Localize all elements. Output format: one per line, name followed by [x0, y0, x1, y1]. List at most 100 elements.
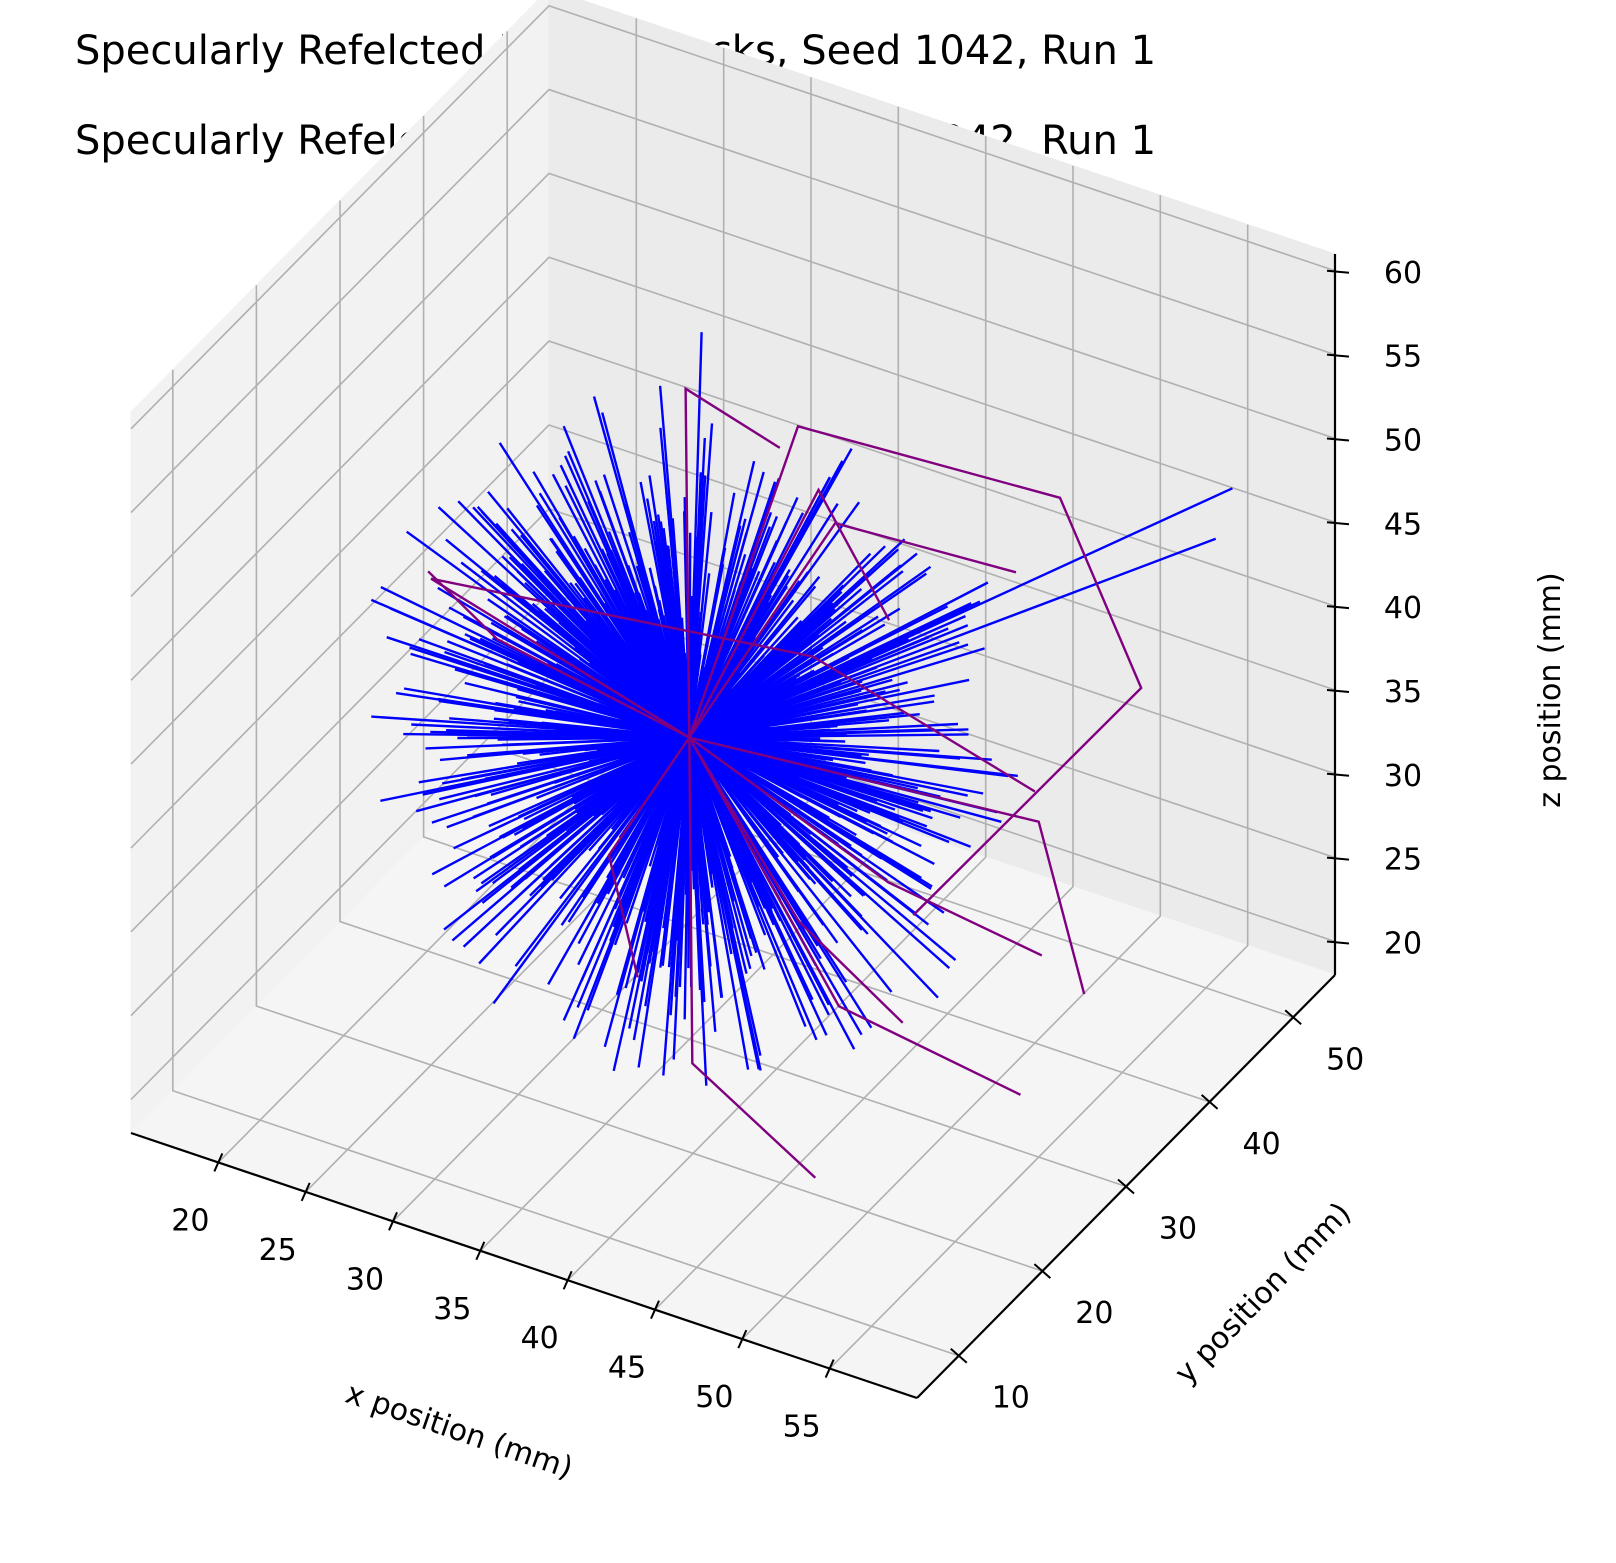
z-tick [1326, 521, 1350, 526]
purple-track [688, 736, 904, 1024]
z-tick-label: 20 [1384, 926, 1422, 961]
blue-long-track [688, 537, 1217, 739]
blue-track [690, 471, 765, 730]
x-tick [562, 1270, 573, 1290]
z-tick [1326, 269, 1350, 274]
blue-track [613, 744, 688, 946]
blue-track [577, 743, 688, 966]
blue-track [688, 744, 709, 925]
blue-track [596, 742, 688, 904]
blue-track [691, 599, 795, 735]
blue-track [517, 740, 682, 818]
blue-track [692, 745, 814, 1001]
purple-track [688, 737, 817, 1179]
x-tick-label: 30 [346, 1262, 384, 1297]
blue-track [694, 655, 794, 735]
blue-track [475, 741, 683, 893]
y-tick-label: 10 [992, 1381, 1030, 1416]
blue-track [648, 746, 688, 867]
z-tick-label: 45 [1384, 507, 1422, 542]
purple-track [688, 736, 1022, 1096]
blue-track [606, 738, 686, 786]
blue-track [692, 745, 830, 1016]
x-grid-line [392, 77, 812, 1222]
blue-track [644, 746, 689, 923]
x-tick-label: 40 [521, 1321, 559, 1356]
x-grid-line [567, 136, 987, 1281]
blue-track [626, 618, 687, 731]
y-tick [1117, 1178, 1135, 1195]
z-tick-label: 40 [1384, 591, 1422, 626]
blue-track [446, 640, 682, 736]
blue-track [695, 649, 814, 734]
blue-track [446, 739, 682, 829]
blue-track [425, 736, 680, 750]
z-tick [1326, 353, 1350, 358]
blue-track [691, 600, 773, 733]
z-tick [1326, 772, 1350, 777]
z-tick-label: 50 [1384, 423, 1422, 458]
x-tick [388, 1211, 398, 1231]
blue-track [697, 739, 924, 813]
blue-track [691, 746, 760, 906]
blue-track [693, 736, 821, 740]
blue-track [695, 741, 945, 914]
x-tick [650, 1300, 660, 1320]
x-tick-label: 25 [259, 1233, 297, 1268]
blue-track [689, 667, 707, 734]
x-tick [475, 1241, 486, 1261]
y-tick-label: 30 [1159, 1212, 1197, 1247]
purple-track [688, 424, 1143, 916]
z-tick-label: 55 [1384, 340, 1422, 375]
blue-track [637, 746, 690, 1068]
blue-track [646, 746, 689, 954]
blue-track [694, 741, 867, 896]
blue-track-series [370, 332, 1233, 1086]
z-tick [1326, 856, 1350, 861]
blue-track [696, 737, 851, 758]
y-grid-line [339, 200, 1127, 1188]
purple-track [427, 570, 690, 739]
blue-track [689, 492, 736, 729]
blue-track [659, 746, 690, 968]
x-grid-line [654, 165, 1074, 1311]
z-tick-label: 35 [1384, 675, 1422, 710]
blue-track [696, 615, 879, 734]
blue-track [592, 396, 688, 729]
z-axis-label: z position (mm) [1533, 572, 1568, 808]
blue-track [472, 740, 684, 880]
x-tick [824, 1359, 835, 1378]
x-tick-label: 20 [171, 1203, 209, 1238]
purple-track [607, 736, 691, 978]
blue-track [698, 737, 992, 761]
blue-track [671, 553, 690, 728]
x-axis-line [130, 1131, 918, 1400]
blue-track [691, 746, 737, 881]
blue-track [517, 660, 682, 735]
blue-track [464, 681, 682, 737]
blue-track [697, 627, 949, 735]
z-grid-line [130, 340, 1336, 765]
x-grid-line [741, 195, 1162, 1340]
x-tick-label: 45 [608, 1351, 646, 1386]
blue-track [580, 742, 686, 855]
purple-track [688, 736, 1043, 957]
blue-track [524, 742, 684, 880]
y-grid-line [172, 369, 960, 1357]
blue-track [694, 646, 788, 733]
y-tick [1200, 1094, 1219, 1110]
blue-track [570, 729, 681, 739]
blue-track [484, 662, 681, 736]
blue-track [584, 736, 684, 752]
blue-track [600, 548, 687, 731]
blue-track [558, 737, 685, 775]
blue-track [688, 747, 708, 1086]
blue-track [697, 740, 888, 835]
blue-track [437, 506, 683, 732]
blue-track [467, 737, 680, 757]
blue-track [403, 687, 681, 737]
y-tick [950, 1347, 968, 1364]
blue-track [603, 745, 689, 1048]
blue-track [520, 563, 684, 732]
